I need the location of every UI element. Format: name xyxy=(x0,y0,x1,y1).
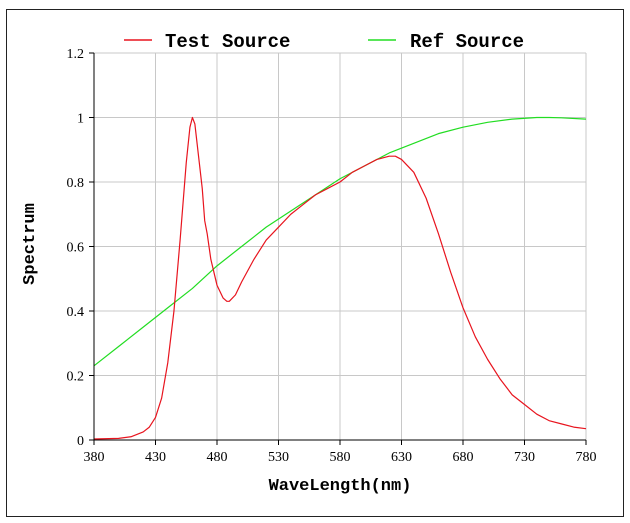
x-axis-title: WaveLength(nm) xyxy=(269,477,412,496)
series-lines xyxy=(93,116,587,440)
axes xyxy=(89,52,587,445)
chart-frame xyxy=(6,9,624,517)
y-tick-label: 0.4 xyxy=(67,305,85,320)
y-tick-label: 0.6 xyxy=(67,241,85,256)
legend-label-ref-source: Ref Source xyxy=(410,31,524,53)
x-tick-label: 480 xyxy=(207,450,228,465)
y-tick-label: 1.2 xyxy=(67,47,85,62)
y-axis-title: Spectrum xyxy=(21,203,40,285)
y-tick-label: 0.8 xyxy=(67,176,85,191)
series-line-test-source xyxy=(93,116,587,440)
x-tick-label: 530 xyxy=(268,450,289,465)
y-tick-label: 0 xyxy=(77,434,84,449)
legend-label-test-source: Test Source xyxy=(165,31,290,53)
x-tick-label: 730 xyxy=(514,450,535,465)
legend: Test Source Ref Source xyxy=(124,31,524,53)
y-tick-label: 1 xyxy=(77,112,84,127)
tick-labels: 380 430 480 530 580 630 680 730 780 0 0.2 0.4 0.6 0.8… xyxy=(67,47,597,465)
x-tick-label: 430 xyxy=(145,450,166,465)
x-tick-label: 680 xyxy=(453,450,474,465)
x-tick-label: 380 xyxy=(84,450,105,465)
x-tick-label: 780 xyxy=(576,450,597,465)
grid-lines xyxy=(94,52,587,440)
y-tick-label: 0.2 xyxy=(67,370,85,385)
x-tick-label: 630 xyxy=(391,450,412,465)
x-tick-label: 580 xyxy=(330,450,351,465)
